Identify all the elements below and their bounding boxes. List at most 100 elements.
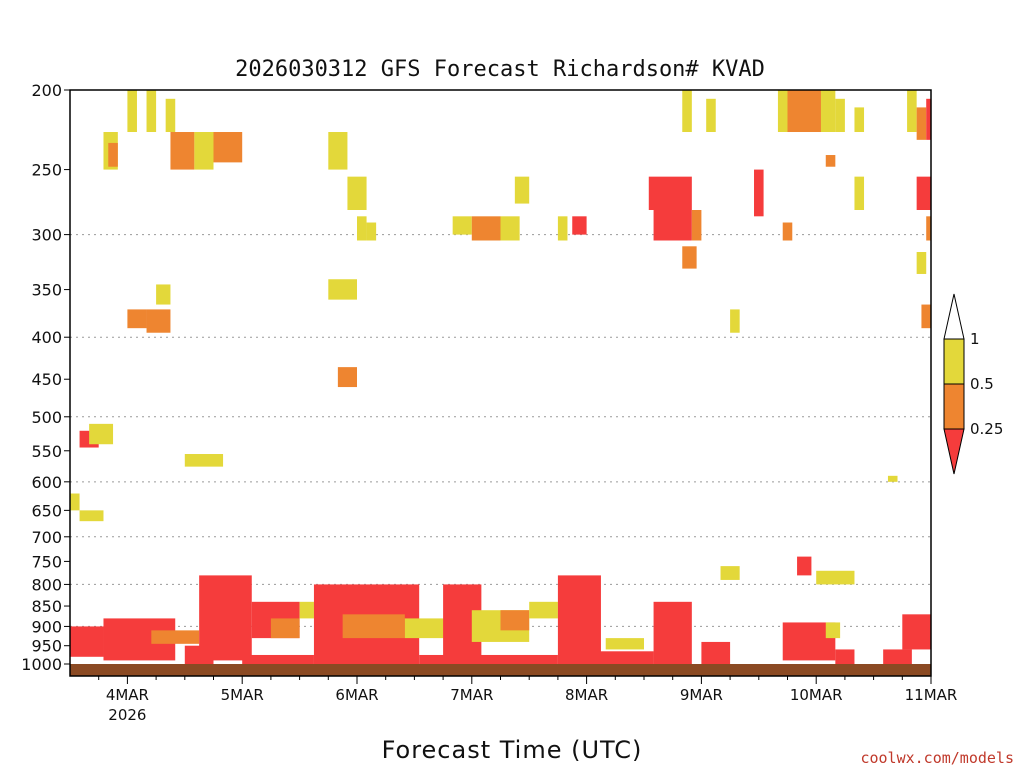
ri-patch — [452, 216, 472, 235]
colorbar-bottom-arrow — [943, 428, 965, 475]
ri-patch — [854, 107, 865, 133]
ri-patch — [916, 107, 927, 140]
ri-patch — [366, 222, 377, 241]
ri-patch — [648, 176, 692, 211]
ri-patch — [605, 638, 644, 650]
ri-patch — [557, 216, 568, 241]
colorbar-bin — [943, 383, 965, 430]
x-tick-label: 10MAR — [790, 686, 843, 704]
ri-patch — [337, 367, 357, 388]
ri-patch — [328, 132, 348, 170]
ri-patch — [730, 309, 740, 333]
ri-patch — [199, 575, 252, 661]
ri-patch — [146, 309, 171, 333]
ri-patch — [299, 601, 314, 619]
y-tick-label: 300 — [31, 226, 62, 245]
ri-patch — [514, 176, 530, 204]
ri-patch — [70, 493, 80, 511]
ri-patch — [572, 216, 587, 235]
ri-patch — [557, 575, 601, 664]
ri-patch — [682, 246, 697, 269]
colorbar-level-label: 1 — [970, 330, 980, 348]
ri-patch — [916, 252, 927, 274]
ri-patch — [529, 601, 558, 619]
y-tick-label: 700 — [31, 528, 62, 547]
ri-patch — [404, 618, 453, 639]
y-tick-label: 250 — [31, 161, 62, 180]
credit-text: coolwx.com/models — [860, 749, 1014, 767]
ri-patch — [471, 654, 558, 664]
y-tick-label: 950 — [31, 637, 62, 656]
ri-patch — [720, 566, 740, 580]
ri-patch — [156, 284, 171, 305]
ri-patch — [127, 309, 147, 329]
ri-patch — [89, 423, 114, 445]
chart-title: 2026030312 GFS Forecast Richardson# KVAD — [235, 57, 765, 82]
ri-patch — [883, 649, 912, 664]
ri-patch — [165, 98, 176, 133]
ri-patch — [184, 454, 224, 467]
ri-patch — [835, 649, 855, 664]
y-tick-label: 900 — [31, 617, 62, 636]
ri-patch — [907, 90, 917, 133]
ri-patch — [471, 216, 501, 241]
y-tick-label: 600 — [31, 473, 62, 492]
ri-patch — [854, 176, 865, 211]
y-tick-label: 550 — [31, 442, 62, 461]
ri-patch — [835, 98, 845, 133]
y-tick-label: 800 — [31, 575, 62, 594]
x-tick-label: 5MAR — [221, 686, 264, 704]
ri-patch — [754, 169, 764, 217]
y-tick-label: 450 — [31, 370, 62, 389]
ri-patch — [926, 98, 931, 140]
ri-patch — [777, 90, 788, 133]
ri-patch — [926, 216, 931, 241]
x-tick-label: 4MAR — [106, 686, 149, 704]
ri-patch — [347, 176, 367, 211]
y-axis: 200 250 300 350 400 450 500 550 600 650 700 750 800 8… — [21, 81, 70, 674]
ri-patch — [682, 90, 692, 133]
y-tick-label: 200 — [31, 81, 62, 100]
ri-patch — [419, 654, 453, 664]
ri-patch — [691, 210, 702, 241]
ri-patch — [902, 614, 931, 650]
ri-patch — [500, 216, 520, 241]
ri-patch — [242, 654, 314, 664]
richardson-patches — [70, 90, 931, 664]
y-tick-label: 350 — [31, 281, 62, 300]
colorbar: 1 0.5 0.25 — [943, 293, 1003, 475]
ri-patch — [653, 210, 692, 241]
ri-patch — [328, 279, 357, 300]
x-tick-label: 8MAR — [565, 686, 608, 704]
y-tick-label: 500 — [31, 408, 62, 427]
x-axis-label: Forecast Time (UTC) — [382, 736, 643, 764]
x-tick-sublabel: 2026 — [108, 706, 146, 724]
x-axis: 4MAR 2026 5MAR 6MAR 7MAR 8MAR 9MAR 10MAR 11MAR — [98, 676, 957, 724]
ri-patch — [194, 132, 214, 170]
ri-patch — [653, 601, 692, 664]
ri-patch — [127, 90, 137, 133]
ri-patch — [782, 222, 793, 241]
plot-area — [69, 89, 932, 677]
ri-patch — [887, 475, 898, 482]
ri-patch — [70, 626, 104, 657]
ri-patch — [151, 630, 200, 644]
ri-patch — [79, 510, 104, 522]
colorbar-level-label: 0.25 — [970, 420, 1003, 438]
x-tick-label: 6MAR — [335, 686, 378, 704]
ri-patch — [825, 155, 836, 167]
ri-patch — [916, 176, 931, 211]
ri-patch — [921, 304, 931, 329]
ground-band — [70, 664, 931, 676]
x-tick-label: 7MAR — [450, 686, 493, 704]
y-tick-label: 650 — [31, 501, 62, 520]
colorbar-top-arrow — [943, 293, 965, 340]
ri-patch — [825, 622, 841, 639]
ri-patch — [342, 614, 405, 639]
ri-patch — [787, 90, 821, 133]
ri-patch — [213, 132, 243, 163]
ri-patch — [820, 90, 836, 133]
y-tick-label: 400 — [31, 328, 62, 347]
ri-patch — [797, 556, 812, 576]
ri-patch — [146, 90, 157, 133]
